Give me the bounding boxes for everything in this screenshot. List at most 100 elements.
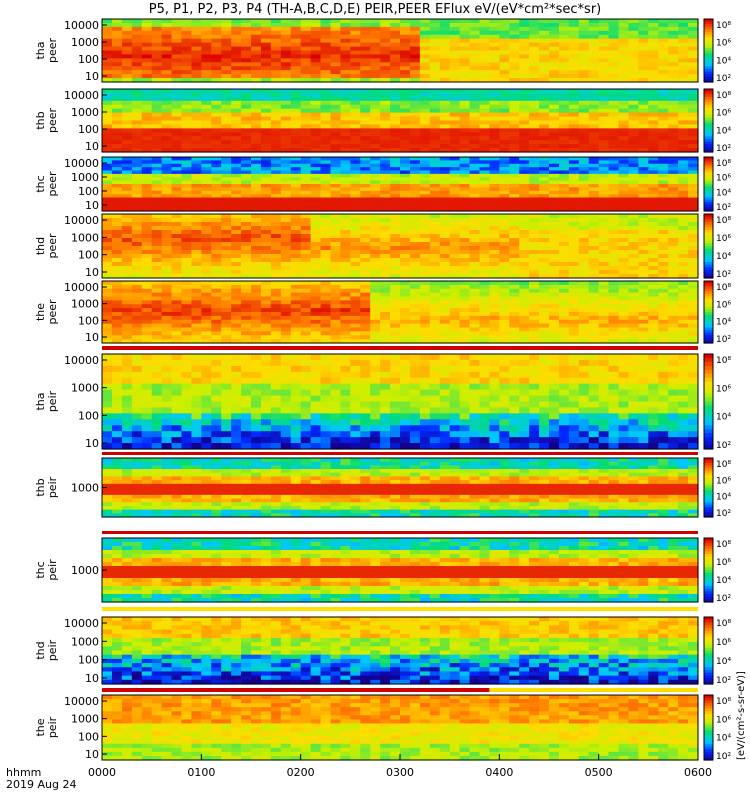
heatmap-cell bbox=[499, 177, 510, 182]
heatmap-cell bbox=[658, 34, 669, 40]
heatmap-cell bbox=[499, 108, 510, 114]
heatmap-cell bbox=[350, 100, 361, 106]
heatmap-cell bbox=[558, 173, 570, 178]
heatmap-cell bbox=[131, 304, 143, 309]
heatmap-cell bbox=[549, 200, 560, 205]
heatmap-cell bbox=[111, 92, 123, 98]
heatmap-cell bbox=[310, 246, 322, 251]
heatmap-cell bbox=[529, 70, 540, 75]
heatmap-cell bbox=[310, 288, 322, 294]
heatmap-cell bbox=[270, 112, 282, 118]
heatmap-cell bbox=[251, 50, 262, 56]
heatmap-cell bbox=[479, 144, 490, 149]
heatmap-cell bbox=[638, 66, 649, 71]
heatmap-cell bbox=[141, 246, 153, 251]
heatmap-cell bbox=[568, 292, 580, 298]
heatmap-cell bbox=[449, 104, 461, 110]
heatmap-cell bbox=[320, 270, 332, 275]
heatmap-cell bbox=[102, 74, 113, 79]
heatmap-cell bbox=[618, 148, 630, 153]
heatmap-cell bbox=[231, 204, 242, 209]
heatmap-cell bbox=[300, 66, 312, 71]
heatmap-cell bbox=[370, 38, 381, 44]
heatmap-cell bbox=[330, 339, 341, 344]
heatmap-cell bbox=[588, 140, 600, 145]
heatmap-cell bbox=[479, 34, 490, 40]
heatmap-cell bbox=[439, 144, 451, 149]
heatmap-cell bbox=[459, 116, 471, 122]
heatmap-cell bbox=[231, 250, 242, 255]
heatmap-cell bbox=[578, 284, 590, 290]
heatmap-cell bbox=[539, 308, 550, 313]
heatmap-cell bbox=[270, 262, 282, 267]
heatmap-cell bbox=[390, 315, 401, 321]
panel-frame bbox=[101, 18, 699, 83]
heatmap-cell bbox=[270, 190, 282, 195]
heatmap-cell bbox=[330, 54, 341, 59]
heatmap-cell bbox=[121, 284, 133, 290]
heatmap-cell bbox=[688, 62, 699, 67]
heatmap-cell bbox=[539, 62, 550, 67]
heatmap-cell bbox=[558, 335, 570, 340]
heatmap-cell bbox=[449, 108, 461, 114]
heatmap-cell bbox=[330, 38, 341, 44]
heatmap-cell bbox=[409, 136, 421, 141]
heatmap-cell bbox=[360, 335, 371, 340]
heatmap-cell bbox=[598, 22, 610, 28]
heatmap-cell bbox=[340, 226, 351, 231]
heatmap-cell bbox=[310, 270, 322, 275]
heatmap-cell bbox=[360, 26, 371, 32]
heatmap-cell bbox=[439, 184, 451, 188]
heatmap-cell bbox=[102, 190, 113, 195]
heatmap-cell bbox=[419, 254, 431, 259]
heatmap-cell bbox=[479, 22, 490, 28]
heatmap-cell bbox=[201, 34, 212, 40]
heatmap-cell bbox=[648, 148, 659, 153]
heatmap-cell bbox=[141, 250, 153, 255]
heatmap-cell bbox=[539, 190, 550, 195]
heatmap-cell bbox=[231, 194, 242, 199]
heatmap-cell bbox=[509, 197, 520, 202]
heatmap-cell bbox=[320, 66, 332, 71]
heatmap-cell bbox=[439, 108, 451, 114]
heatmap-cell bbox=[171, 30, 183, 36]
heatmap-cell bbox=[360, 136, 371, 141]
heatmap-cell bbox=[648, 308, 659, 313]
heatmap-cell bbox=[618, 315, 630, 321]
heatmap-cell bbox=[638, 163, 649, 168]
heatmap-cell bbox=[102, 26, 113, 32]
heatmap-cell bbox=[409, 46, 421, 52]
heatmap-cell bbox=[479, 167, 490, 172]
heatmap-cell bbox=[598, 339, 610, 344]
heatmap-cell bbox=[529, 238, 540, 243]
heatmap-cell bbox=[489, 218, 500, 223]
heatmap-cell bbox=[290, 78, 302, 83]
heatmap-cell bbox=[310, 214, 322, 219]
heatmap-cell bbox=[161, 34, 173, 40]
heatmap-cell bbox=[409, 30, 421, 36]
heatmap-cell bbox=[578, 50, 590, 56]
heatmap-cell bbox=[588, 190, 600, 195]
heatmap-cell bbox=[161, 140, 173, 145]
heatmap-cell bbox=[151, 180, 163, 185]
heatmap-cell bbox=[678, 167, 689, 172]
colorbar-swatch bbox=[704, 104, 713, 108]
heatmap-cell bbox=[578, 331, 590, 336]
heatmap-cell bbox=[618, 108, 630, 114]
heatmap-cell bbox=[310, 50, 322, 56]
heatmap-cell bbox=[400, 308, 411, 313]
heatmap-cell bbox=[549, 292, 560, 298]
heatmap-cell bbox=[688, 300, 699, 305]
heatmap-cell bbox=[251, 78, 262, 83]
heatmap-cell bbox=[201, 262, 212, 267]
heatmap-cell bbox=[648, 284, 659, 290]
heatmap-cell bbox=[489, 140, 500, 145]
heatmap-cell bbox=[340, 177, 351, 182]
heatmap-cell bbox=[608, 62, 620, 67]
heatmap-cell bbox=[618, 230, 630, 235]
heatmap-cell bbox=[588, 331, 600, 336]
heatmap-cell bbox=[549, 207, 560, 212]
heatmap-cell bbox=[568, 19, 580, 24]
heatmap-cell bbox=[201, 242, 212, 247]
